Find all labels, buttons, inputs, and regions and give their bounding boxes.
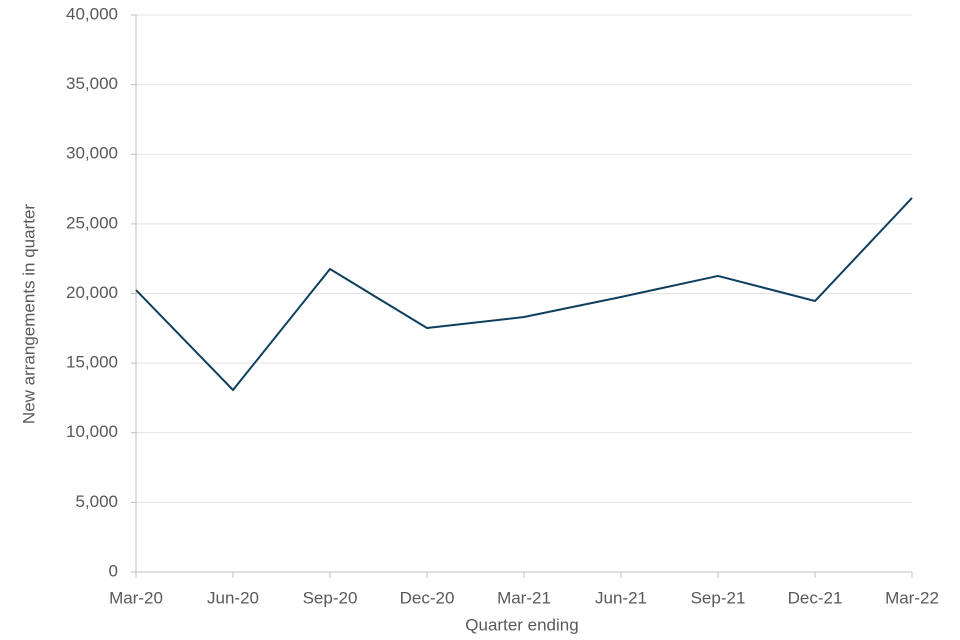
y-tick-label: 15,000	[66, 353, 118, 372]
y-tick-label: 35,000	[66, 74, 118, 93]
x-tick-label: Dec-20	[400, 588, 455, 607]
y-tick-label: 10,000	[66, 422, 118, 441]
x-tick-label: Mar-21	[497, 588, 551, 607]
x-tick-label: Jun-21	[595, 588, 647, 607]
y-tick-label: 5,000	[75, 492, 118, 511]
y-tick-label: 30,000	[66, 144, 118, 163]
x-tick-label: Mar-22	[885, 588, 939, 607]
y-tick-label: 40,000	[66, 4, 118, 23]
x-axis-title: Quarter ending	[465, 615, 578, 634]
y-tick-label: 0	[109, 561, 118, 580]
x-tick-label: Jun-20	[207, 588, 259, 607]
y-tick-label: 20,000	[66, 283, 118, 302]
x-tick-label: Dec-21	[788, 588, 843, 607]
y-axis-title: New arrangements in quarter	[19, 204, 38, 425]
x-tick-label: Sep-20	[303, 588, 358, 607]
data-line	[135, 197, 913, 391]
x-tick-label: Sep-21	[691, 588, 746, 607]
x-tick-label: Mar-20	[109, 588, 163, 607]
y-tick-label: 25,000	[66, 213, 118, 232]
